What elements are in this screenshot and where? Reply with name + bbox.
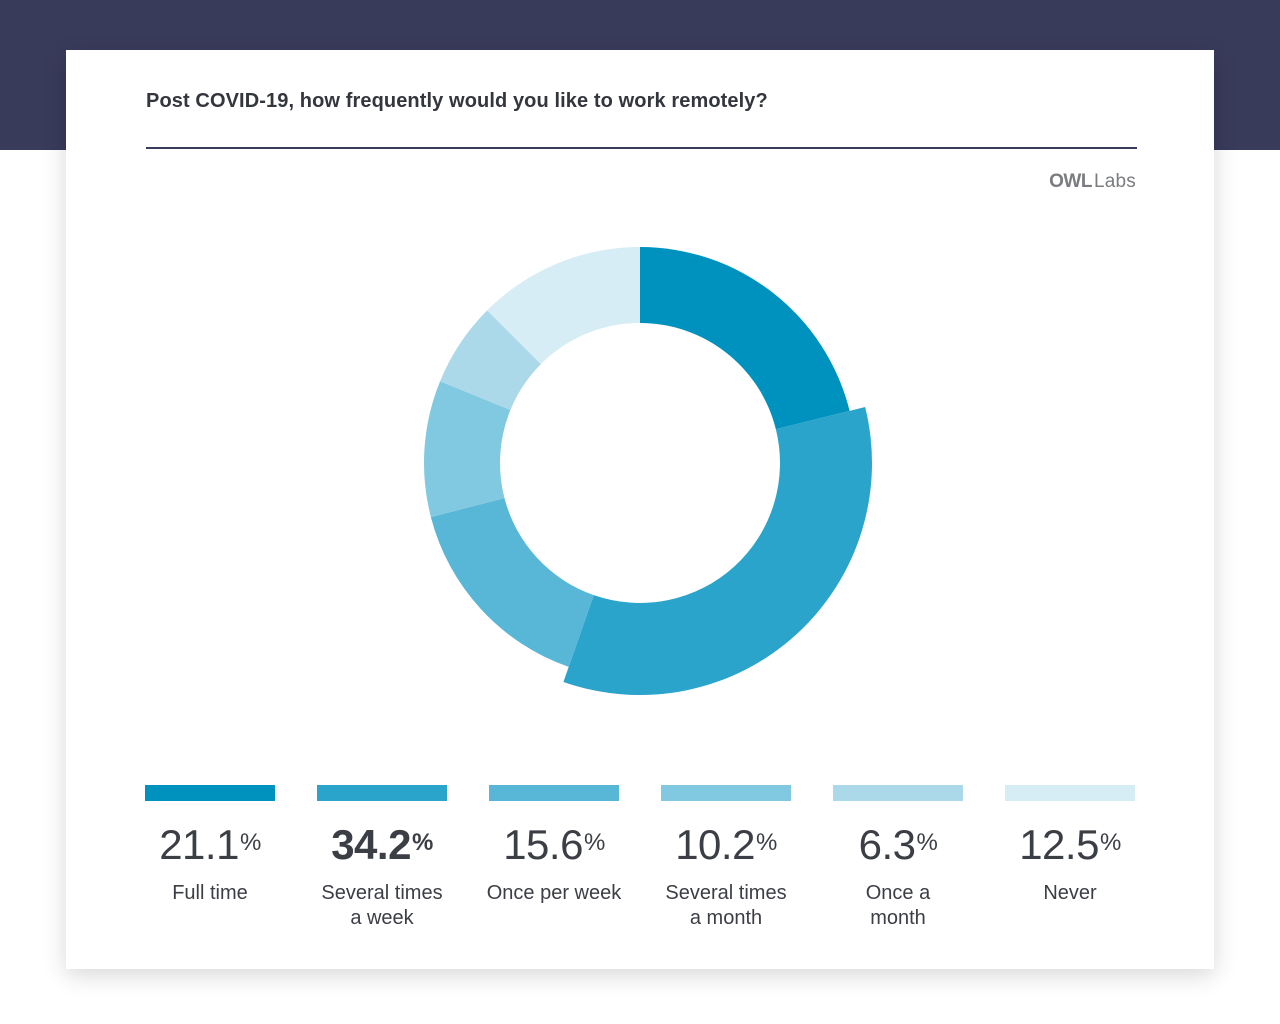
legend-label-2: Once per week <box>486 882 622 904</box>
legend-label-3: Several times a month <box>665 882 787 929</box>
legend-item-4: 6.3% Once a month <box>833 785 963 931</box>
legend-value-3: 10.2% <box>661 821 791 869</box>
legend-value-number-5: 12.5 <box>1019 821 1099 868</box>
chart-title: Post COVID-19, how frequently would you … <box>146 90 768 112</box>
legend-item-1: 34.2% Several times a week <box>317 785 447 931</box>
legend-swatch-3 <box>661 785 791 801</box>
legend-value-number-3: 10.2 <box>675 821 755 868</box>
legend-percent-sign-3: % <box>755 829 777 856</box>
donut-slice-5 <box>487 247 640 365</box>
donut-slice-0 <box>640 247 850 430</box>
legend-label-5: Never <box>1043 882 1097 904</box>
owl-labs-logo: OWL Labs <box>1049 171 1136 193</box>
legend-item-2: 15.6% Once per week <box>487 785 621 906</box>
legend-label-4: Once a month <box>865 882 931 929</box>
legend-swatch-1 <box>317 785 447 801</box>
legend-percent-sign-4: % <box>916 829 938 856</box>
legend-value-number-0: 21.1 <box>159 821 239 868</box>
legend-item-0: 21.1% Full time <box>145 785 275 906</box>
legend-value-5: 12.5% <box>1005 821 1135 869</box>
legend-swatch-5 <box>1005 785 1135 801</box>
legend-swatch-4 <box>833 785 963 801</box>
chart-card: Post COVID-19, how frequently would you … <box>66 50 1214 969</box>
legend-item-5: 12.5% Never <box>1005 785 1135 906</box>
donut-slice-1 <box>563 407 872 696</box>
chart-legend: 21.1% Full time 34.2% Several times a week 1… <box>145 785 1137 955</box>
legend-value-1: 34.2% <box>317 821 447 869</box>
legend-value-2: 15.6% <box>489 821 619 869</box>
legend-value-0: 21.1% <box>145 821 275 869</box>
legend-label-0: Full time <box>172 882 248 904</box>
donut-slice-3 <box>424 381 511 518</box>
legend-value-number-4: 6.3 <box>858 821 916 868</box>
legend-item-3: 10.2% Several times a month <box>661 785 791 931</box>
legend-percent-sign-1: % <box>411 829 433 856</box>
donut-slice-4 <box>440 310 541 410</box>
legend-value-4: 6.3% <box>833 821 963 869</box>
legend-swatch-2 <box>489 785 619 801</box>
title-divider <box>146 147 1137 149</box>
legend-swatch-0 <box>145 785 275 801</box>
logo-owl-text: OWL <box>1049 171 1092 192</box>
legend-label-1: Several times a week <box>321 882 443 929</box>
legend-percent-sign-0: % <box>239 829 261 856</box>
legend-value-number-2: 15.6 <box>503 821 583 868</box>
donut-chart <box>424 247 872 696</box>
donut-slice-2 <box>430 498 594 667</box>
legend-percent-sign-2: % <box>583 829 605 856</box>
logo-labs-text: Labs <box>1093 171 1136 192</box>
legend-percent-sign-5: % <box>1099 829 1121 856</box>
legend-value-number-1: 34.2 <box>331 821 411 868</box>
